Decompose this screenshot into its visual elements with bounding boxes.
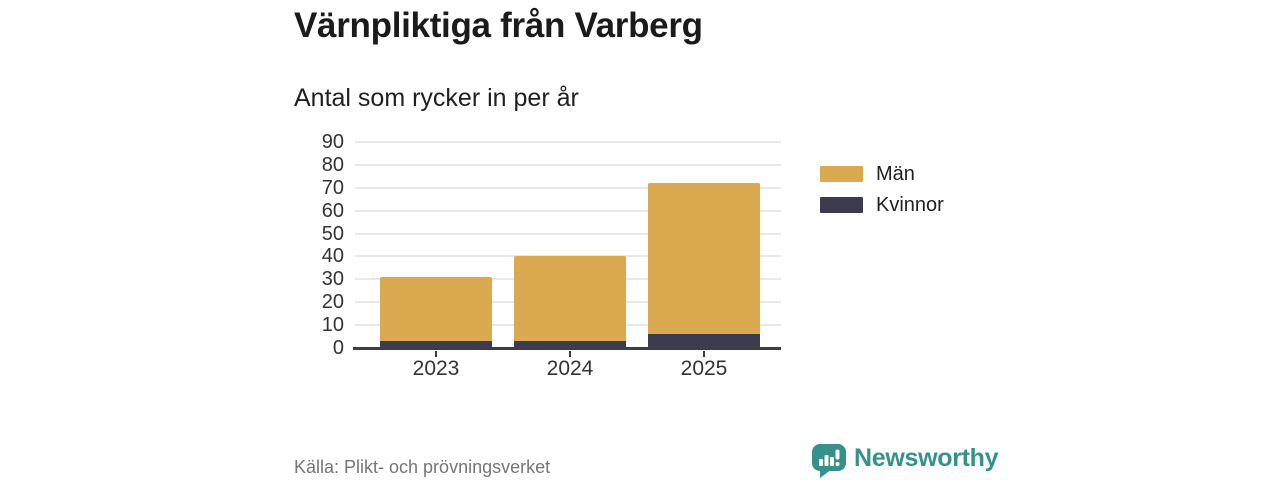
gridline: [355, 209, 781, 212]
chart-title: Värnpliktiga från Varberg: [294, 6, 703, 45]
x-axis: 2023 2024 2025: [355, 357, 781, 385]
y-tick-label: 60: [321, 199, 344, 222]
x-axis-tick: [569, 351, 571, 357]
gridline: [355, 232, 781, 235]
gridline: [355, 163, 781, 166]
x-tick-label: 2024: [546, 357, 594, 380]
y-tick-label: 40: [321, 245, 344, 268]
y-tick-label: 10: [321, 314, 344, 337]
newsworthy-wordmark: Newsworthy: [854, 443, 999, 472]
legend-swatch-women: [820, 196, 863, 213]
y-tick-label: 0: [332, 337, 344, 359]
legend-label-men: Män: [876, 162, 915, 185]
y-tick-label: 20: [321, 291, 344, 314]
y-tick-label: 50: [321, 222, 344, 245]
bar-segment-män-2025: [648, 183, 760, 335]
x-axis-line: [353, 347, 781, 350]
source-note: Källa: Plikt- och prövningsverket: [294, 457, 551, 477]
x-axis-tick: [435, 351, 437, 357]
legend-swatch-men: [820, 165, 863, 182]
gridline: [355, 141, 781, 143]
bar-segment-män-2023: [380, 277, 492, 342]
y-axis: 0 10 20 30 40 50 60 70 80 90: [244, 132, 344, 358]
y-tick-label: 30: [321, 268, 344, 291]
bar-segment-kvinnor-2023: [380, 341, 492, 348]
y-tick-label: 70: [321, 176, 344, 199]
newsworthy-bubble-chart-icon: [812, 444, 846, 478]
legend: Män Kvinnor: [820, 161, 944, 223]
chart-subtitle: Antal som rycker in per år: [294, 84, 579, 112]
bar-segment-kvinnor-2025: [648, 334, 760, 348]
bar-segment-män-2024: [514, 256, 626, 342]
legend-item-women: Kvinnor: [820, 192, 944, 217]
gridline: [355, 186, 781, 189]
newsworthy-logo: Newsworthy: [811, 443, 999, 479]
plot-area: [353, 141, 781, 357]
y-tick-label: 90: [321, 131, 344, 153]
legend-label-women: Kvinnor: [876, 193, 944, 216]
legend-item-men: Män: [820, 161, 944, 186]
y-tick-label: 80: [321, 153, 344, 176]
x-tick-label: 2025: [680, 357, 728, 380]
bar-segment-kvinnor-2024: [514, 341, 626, 348]
x-axis-tick: [703, 351, 705, 357]
x-tick-label: 2023: [412, 357, 460, 380]
